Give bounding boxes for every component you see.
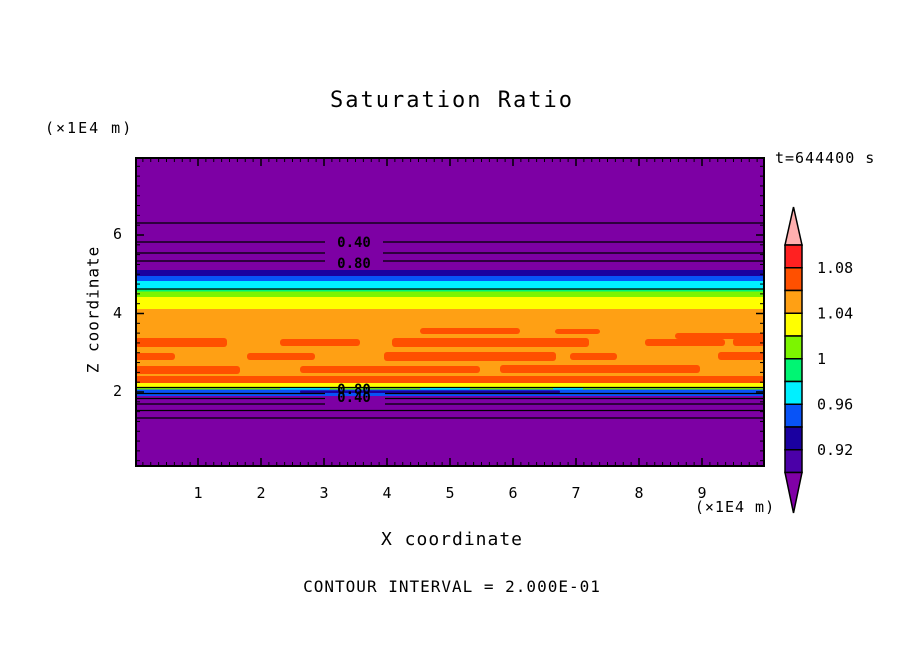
contour-label: 0.80: [337, 256, 371, 272]
colorbar-label: 1.08: [817, 259, 853, 277]
contour-plot: 0.400.800.800.40: [135, 157, 765, 467]
colorbar-label: 1.04: [817, 304, 853, 322]
contour-band: [135, 276, 765, 281]
contour-label: 0.40: [337, 390, 371, 406]
x-tick-label: 6: [508, 484, 518, 502]
colorbar-bottom-arrow: [784, 471, 803, 514]
y-tick-label: 2: [112, 382, 122, 400]
x-tick-label: 9: [697, 484, 707, 502]
streak: [718, 352, 765, 360]
colorbar-cell: [784, 426, 803, 451]
y-tick-label: 6: [112, 225, 122, 243]
contour-label-bg: [327, 235, 381, 249]
colorbar-label: 0.96: [817, 395, 853, 413]
x-tick-label: 3: [319, 484, 329, 502]
colorbar-top-arrow: [784, 206, 803, 246]
colorbar-cell: [784, 289, 803, 314]
colorbar-cell: [784, 312, 803, 337]
colorbar-cell: [784, 380, 803, 405]
streak: [135, 366, 240, 374]
contour-label: 0.80: [337, 382, 371, 398]
contour-band: [135, 281, 765, 289]
plot-border: [135, 157, 765, 467]
streak: [675, 333, 765, 339]
colorbar-cell: [784, 449, 803, 474]
x-tick-label: 5: [445, 484, 455, 502]
x-tick-label: 4: [382, 484, 392, 502]
contour-band: [135, 291, 765, 297]
streak: [392, 338, 589, 347]
trace: [300, 390, 560, 393]
y-axis-unit-label: (×1E4 m): [45, 119, 134, 137]
streak: [247, 353, 315, 360]
colorbar-cell: [784, 403, 803, 428]
contour-band: [135, 383, 765, 387]
streak: [135, 353, 175, 360]
x-axis-unit-label: (×1E4 m): [694, 498, 776, 516]
x-tick-label: 8: [634, 484, 644, 502]
streak: [280, 339, 360, 346]
streak: [300, 366, 480, 373]
streak: [733, 338, 765, 346]
contour-band: [135, 288, 765, 292]
streak: [135, 338, 227, 347]
streak: [135, 376, 765, 383]
streak: [420, 328, 520, 334]
streak: [384, 352, 556, 361]
streak: [500, 365, 700, 373]
streak: [570, 353, 617, 360]
time-annotation: t=644400 s: [775, 149, 876, 167]
colorbar-label: 0.92: [817, 441, 853, 459]
colorbar-cell: [784, 335, 803, 360]
contour-label-bg: [327, 256, 381, 270]
figure-title: Saturation Ratio: [330, 88, 574, 113]
streak: [555, 329, 600, 334]
colorbar-cell: [784, 267, 803, 292]
colorbar: 1.08 1.04 1 0.96 0.92: [784, 206, 853, 514]
x-axis-title: X coordinate: [380, 529, 524, 550]
contour-band: [135, 270, 765, 276]
y-tick-label: 4: [112, 303, 122, 322]
x-tick-label: 7: [571, 484, 581, 502]
contour-interval-note: CONTOUR INTERVAL = 2.000E-01: [303, 577, 601, 596]
colorbar-cell: [784, 244, 803, 269]
streak: [645, 339, 725, 346]
contour-band: [135, 297, 765, 309]
colorbar-label: 1: [817, 350, 826, 368]
x-tick-label: 1: [193, 484, 203, 502]
x-tick-label: 2: [256, 484, 266, 502]
colorbar-cell: [784, 358, 803, 383]
contour-label: 0.40: [337, 235, 371, 251]
